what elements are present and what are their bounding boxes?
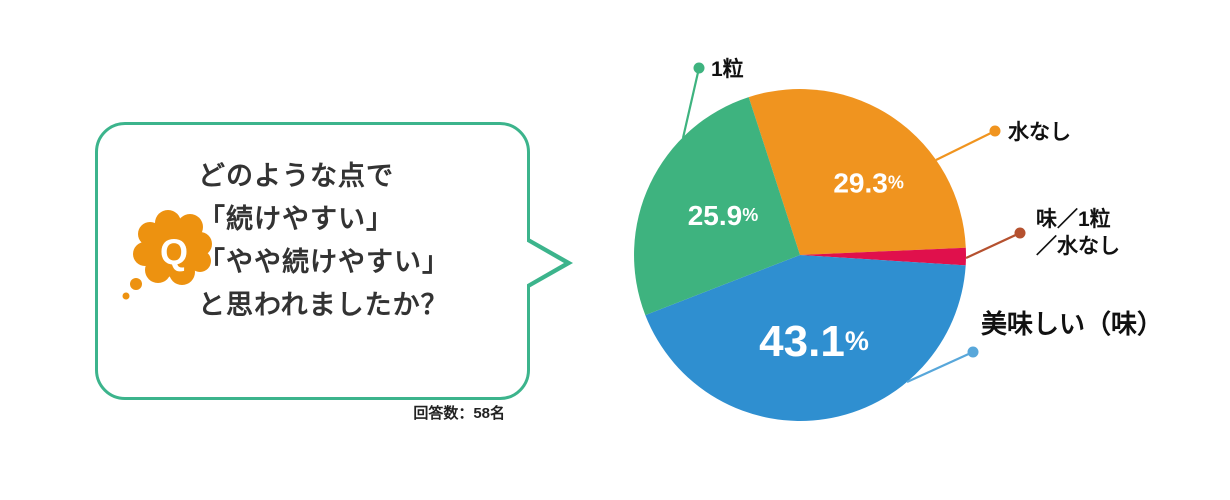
pie-slices xyxy=(634,88,966,421)
leader-line-one-tablet xyxy=(681,67,701,139)
q-letter: Q xyxy=(160,232,188,273)
question-line-2: 「続けやすい」 xyxy=(198,204,394,234)
slice-label-one-tablet: 1粒 xyxy=(711,57,744,81)
leader-lines xyxy=(681,67,1021,384)
legend-dots xyxy=(693,62,1026,358)
slice-labels: 1粒 水なし 味／1粒 ／水なし 美味しい（味） xyxy=(711,57,1163,339)
dot-no-water xyxy=(989,125,1001,137)
question-line-1: どのような点で xyxy=(198,161,394,191)
leader-line-delicious xyxy=(906,350,974,384)
dot-one-tablet xyxy=(693,62,705,74)
dot-delicious xyxy=(967,346,979,358)
question-line-4: と思われましたか？ xyxy=(198,290,449,320)
pct-labels: 29.3% 43.1% 25.9% xyxy=(688,167,904,366)
q-cloud-shape xyxy=(122,210,212,300)
pct-label-0: 29.3% xyxy=(833,167,904,198)
q-icon: Q xyxy=(122,210,212,300)
pie-slice-3 xyxy=(634,97,800,316)
slice-label-delicious: 美味しい（味） xyxy=(981,309,1163,339)
pie-slice-0 xyxy=(748,88,966,256)
pie-slice-2 xyxy=(645,255,966,421)
slice-label-taste-tablet-water-line1: 味／1粒 xyxy=(1036,207,1111,231)
leader-line-no-water xyxy=(935,130,996,161)
leader-line-taste-tablet-water xyxy=(965,232,1021,259)
pct-label-2: 43.1% xyxy=(759,317,869,366)
dot-taste-tablet-water xyxy=(1014,227,1026,239)
question-bubble: Q どのような点で 「続けやすい」 「やや続けやすい」 と思われましたか？ xyxy=(95,122,573,400)
slice-label-taste-tablet-water-line2: ／水なし xyxy=(1036,234,1120,258)
question-line-3: 「やや続けやすい」 xyxy=(198,247,450,277)
pct-label-3: 25.9% xyxy=(688,199,759,230)
respondents-count: 回答数：58名 xyxy=(413,405,505,422)
pie-slice-1 xyxy=(800,247,966,266)
slice-label-no-water: 水なし xyxy=(1008,121,1071,144)
question-text: どのような点で 「続けやすい」 「やや続けやすい」 と思われましたか？ xyxy=(198,155,518,327)
